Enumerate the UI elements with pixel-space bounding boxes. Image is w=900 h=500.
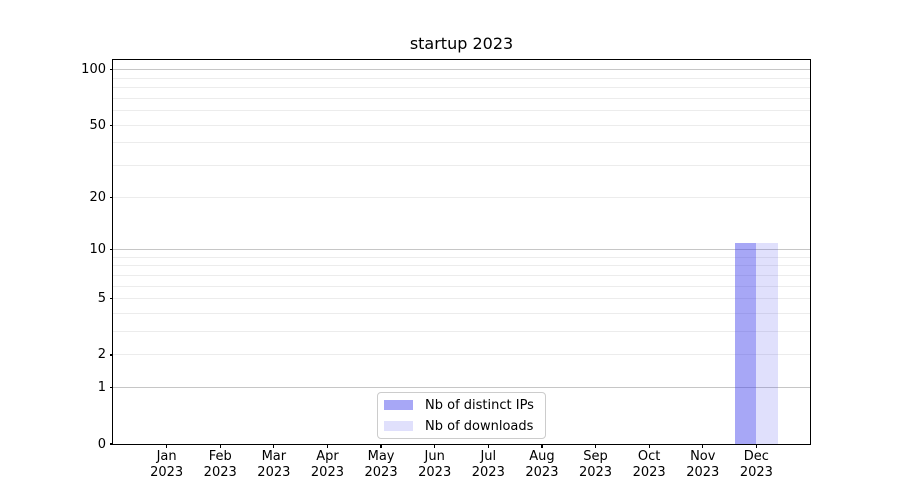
y-tick-label: 0 [97,436,106,452]
x-tick-mark [434,444,436,448]
bar-nb-of-distinct-ips [734,242,757,444]
gridline [113,331,810,333]
legend-item-distinct-ips: Nb of distinct IPs [384,398,537,413]
x-tick-label: Jun 2023 [418,449,452,480]
gridline [113,265,810,267]
gridline [113,124,810,126]
gridline [113,97,810,99]
legend-label-downloads: Nb of downloads [425,418,534,434]
x-tick-label: Oct 2023 [632,449,666,480]
gridline [113,196,810,198]
gridline [113,313,810,314]
x-tick-mark [648,444,650,448]
y-tick-label: 50 [89,117,106,133]
y-tick-mark [109,298,113,300]
y-tick-label: 1 [97,380,106,396]
x-tick-mark [273,444,275,448]
x-tick-mark [594,444,597,448]
x-tick-mark [541,444,543,448]
y-tick-label: 10 [89,242,106,258]
y-tick-mark [109,443,113,445]
x-tick-mark [755,444,757,448]
gridline [113,77,810,79]
legend-swatch-distinct-ips [384,400,413,410]
y-tick-label: 5 [97,291,106,307]
legend-swatch-downloads [384,421,413,431]
chart-title: startup 2023 [409,34,514,53]
y-tick-mark [109,196,113,198]
gridline [113,142,810,144]
gridline [113,87,810,89]
y-tick-mark [109,124,113,126]
legend-item-downloads: Nb of downloads [384,419,537,434]
gridline [113,354,810,356]
y-tick-mark [109,248,113,251]
x-tick-label: Nov 2023 [686,449,720,480]
x-tick-mark [166,444,168,448]
x-tick-label: Dec 2023 [739,449,773,480]
bar-nb-of-downloads [756,242,778,444]
gridline [113,110,810,112]
gridline [113,256,810,258]
x-tick-mark [702,444,704,448]
x-tick-label: Apr 2023 [310,449,344,480]
x-tick-label: Jan 2023 [150,449,184,480]
x-tick-label: Sep 2023 [578,449,613,480]
y-tick-mark [109,354,113,356]
y-tick-label: 2 [97,347,106,363]
gridline [113,274,810,276]
gridline [113,69,810,71]
x-tick-label: Jul 2023 [471,449,505,480]
y-tick-label: 100 [81,62,106,78]
gridline [113,298,810,300]
gridline [113,387,810,389]
x-tick-mark [219,444,221,448]
x-tick-label: Mar 2023 [257,449,291,480]
y-tick-label: 20 [89,189,106,205]
gridline [113,165,810,167]
legend: Nb of distinct IPs Nb of downloads [377,392,546,439]
x-tick-label: Aug 2023 [525,449,559,480]
y-tick-mark [109,387,113,389]
gridline [113,249,810,251]
x-tick-mark [487,444,489,448]
x-tick-label: Feb 2023 [203,449,237,480]
x-tick-label: May 2023 [364,449,398,480]
x-tick-mark [326,444,329,448]
x-tick-mark [380,444,382,448]
legend-label-distinct-ips: Nb of distinct IPs [425,397,534,413]
gridline [113,285,810,287]
y-tick-mark [109,69,113,71]
